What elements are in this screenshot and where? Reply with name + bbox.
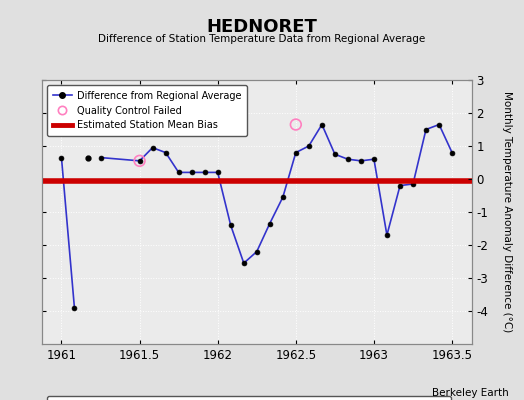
Legend: Station Move, Record Gap, Time of Obs. Change, Empirical Break: Station Move, Record Gap, Time of Obs. C… xyxy=(47,396,451,400)
Point xyxy=(292,121,300,128)
Y-axis label: Monthly Temperature Anomaly Difference (°C): Monthly Temperature Anomaly Difference (… xyxy=(502,91,512,333)
Text: Berkeley Earth: Berkeley Earth xyxy=(432,388,508,398)
Text: Difference of Station Temperature Data from Regional Average: Difference of Station Temperature Data f… xyxy=(99,34,425,44)
Point xyxy=(135,158,144,164)
Text: HEDNORET: HEDNORET xyxy=(206,18,318,36)
